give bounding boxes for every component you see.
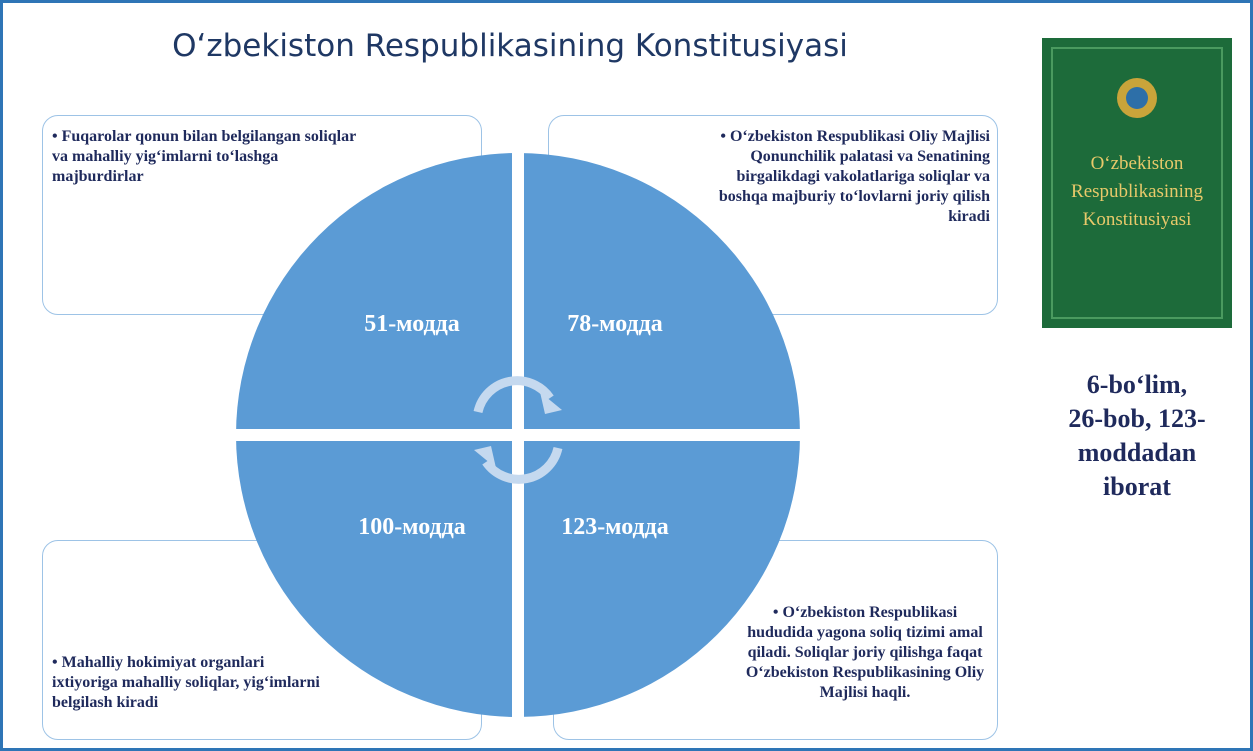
article-text: • O‘zbekiston Respublikasi hududida yago… xyxy=(740,603,990,703)
quadrant-label: 51-модда xyxy=(322,311,502,338)
quadrant-label: 78-модда xyxy=(525,311,705,338)
divider xyxy=(230,429,810,441)
article-text: • Fuqarolar qonun bilan belgilangan soli… xyxy=(52,127,362,187)
book-title: O‘zbekiston Respublikasining Konstitusiy… xyxy=(1062,150,1212,234)
emblem xyxy=(1126,87,1148,109)
page: O‘zbekiston Respublikasining Konstitusiy… xyxy=(0,0,1253,751)
article-text: • Mahalliy hokimiyat organlari ixtiyorig… xyxy=(52,653,322,713)
article-text: • O‘zbekiston Respublikasi Oliy Majlisi … xyxy=(690,127,990,227)
quadrant-label: 123-модда xyxy=(525,514,705,541)
quadrant-label: 100-модда xyxy=(322,514,502,541)
circle-diagram xyxy=(0,0,1253,751)
summary: 6-bo‘lim, 26-bob, 123-moddadan iborat xyxy=(1067,368,1207,504)
